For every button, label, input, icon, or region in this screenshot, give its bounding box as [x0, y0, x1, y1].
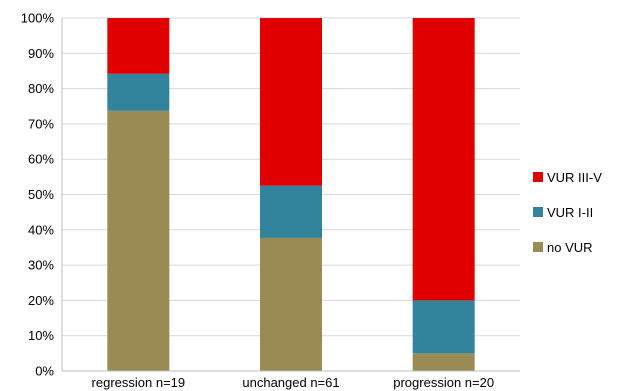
y-tick-label: 60% [28, 152, 54, 167]
bar-segment-vur-iii-v [412, 18, 475, 301]
bar-segment-vur-iii-v [107, 18, 170, 74]
bar-segment-vur-i-ii [107, 73, 170, 111]
legend-label: VUR III-V [547, 170, 602, 185]
x-tick-label: unchanged n=61 [242, 375, 339, 390]
bars [107, 18, 475, 372]
bar-segment-no-vur [412, 353, 475, 371]
y-tick-label: 10% [28, 328, 54, 343]
y-tick-label: 80% [28, 81, 54, 96]
y-tick-label: 50% [28, 187, 54, 202]
x-tick-label: progression n=20 [393, 375, 494, 390]
legend-swatch [533, 207, 543, 217]
bar-segment-vur-i-ii [412, 300, 475, 354]
bar-segment-no-vur [107, 110, 170, 372]
legend-swatch [533, 242, 543, 252]
y-tick-label: 30% [28, 258, 54, 273]
bar-segment-no-vur [260, 237, 322, 371]
y-tick-label: 20% [28, 293, 54, 308]
x-axis-tick-labels: regression n=19 unchanged n=61 progression… [92, 375, 495, 390]
y-tick-label: 90% [28, 46, 54, 61]
y-tick-label: 70% [28, 116, 54, 131]
legend-label: no VUR [547, 240, 593, 255]
x-tick-label: regression n=19 [92, 375, 186, 390]
y-axis-tick-labels: 0% 10% 20% 30% 40% 50% 60% 70% 80% 90% 100% [21, 11, 55, 379]
bar-segment-vur-iii-v [260, 18, 322, 186]
y-tick-label: 100% [21, 11, 55, 26]
axes [61, 18, 520, 372]
y-tick-label: 40% [28, 222, 54, 237]
y-tick-label: 0% [35, 364, 54, 379]
legend: VUR III-V VUR I-II no VUR [533, 170, 602, 255]
legend-label: VUR I-II [547, 205, 593, 220]
bar-segment-vur-i-ii [260, 185, 322, 238]
legend-swatch [533, 172, 543, 182]
